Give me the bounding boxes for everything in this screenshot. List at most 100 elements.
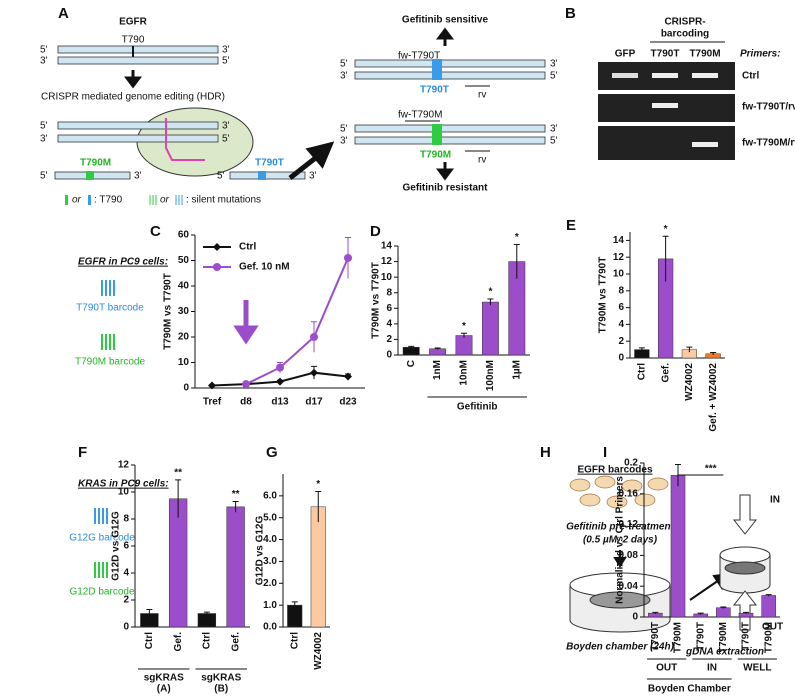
heading: KRAS in PC9 cells: — [78, 479, 169, 490]
y-tick-label: 8 — [618, 285, 624, 296]
panel-h: H EGFR barcodes Gefitinib pre-treatment … — [540, 444, 783, 658]
y-tick-label: 4 — [386, 318, 392, 329]
bar — [670, 475, 686, 618]
barcode — [432, 59, 442, 80]
barcode — [101, 280, 115, 296]
arrow — [288, 141, 335, 180]
bar — [761, 595, 776, 618]
end: 5' — [40, 171, 48, 182]
y-tick-label: 2.0 — [263, 578, 277, 589]
x-tick-label: Gef. + WZ4002 — [708, 363, 719, 432]
end: 5' — [222, 56, 230, 67]
key-text: : T790 — [94, 195, 123, 206]
error-bar — [291, 601, 298, 609]
x-tick-label: 1nM — [432, 360, 443, 380]
barcode-label: G12D barcode — [69, 587, 134, 598]
y-tick-label: 1.0 — [263, 600, 277, 611]
x-tick-label: d17 — [305, 397, 323, 408]
donor-label: T790M — [80, 158, 111, 169]
y-tick-label: 0.0 — [263, 622, 277, 633]
x-tick-label: Gef. — [230, 632, 241, 652]
barcode — [101, 334, 115, 350]
error-bar — [461, 332, 467, 338]
group-label: sgKRAS — [144, 673, 184, 684]
band — [652, 103, 678, 108]
bar — [168, 498, 188, 628]
error-bar — [710, 352, 717, 356]
panel-letter: C — [150, 223, 161, 240]
end: 3' — [222, 121, 230, 132]
x-tick-label: 10nM — [459, 360, 470, 386]
band — [652, 73, 678, 78]
lane: GFP — [615, 49, 636, 60]
end: 5' — [40, 121, 48, 132]
significance: * — [462, 321, 466, 332]
mutation — [86, 171, 94, 180]
y-tick-label: 4 — [123, 568, 129, 579]
marker — [310, 368, 318, 377]
outcome: Gefitinib resistant — [402, 183, 488, 194]
group-label: (B) — [214, 684, 228, 695]
error-bar — [686, 346, 693, 353]
heading: CRISPR- — [664, 17, 705, 28]
lane: T790T — [651, 49, 680, 60]
key-or: or — [72, 195, 82, 206]
error-bar — [434, 347, 441, 350]
end: 3' — [309, 171, 317, 182]
significance: * — [488, 287, 492, 298]
primer: rv — [478, 90, 486, 101]
x-tick-label: Gef. — [173, 632, 184, 652]
error-bar — [720, 606, 727, 609]
y-axis-label: G12D vs G12G — [255, 516, 266, 586]
y-axis-label: Normalized vs Ctrl Primers — [615, 476, 626, 604]
lane: T790M — [689, 49, 720, 60]
dna — [57, 56, 219, 65]
marker — [310, 333, 318, 341]
x-tick-label: Gef. — [660, 363, 671, 383]
end: 3' — [550, 124, 558, 135]
end: 5' — [550, 136, 558, 147]
step: Boyden chamber (24h) — [566, 642, 674, 653]
x-tick-label: T790T — [695, 622, 706, 651]
row-label: fw-T790T/rv — [742, 102, 795, 113]
x-tick-label: 100nM — [485, 360, 496, 391]
donor — [229, 171, 306, 180]
direction: OUT — [762, 622, 783, 633]
barcode — [94, 562, 108, 578]
error-bar — [408, 345, 415, 348]
barcode-label: T790M — [420, 150, 451, 161]
band — [692, 142, 718, 147]
direction: IN — [770, 495, 780, 506]
legend-label: Ctrl — [239, 242, 256, 253]
panel-letter: A — [58, 5, 69, 22]
group-label: sgKRAS — [201, 673, 241, 684]
y-axis-label: T790M vs T790T — [163, 273, 174, 350]
panel-f-side: KRAS in PC9 cells: G12G barcode G12D bar… — [69, 479, 168, 598]
marker — [208, 381, 216, 390]
outcome: Gefitinib sensitive — [402, 15, 489, 26]
x-tick-label: C — [406, 360, 417, 367]
error-bar — [487, 298, 494, 306]
x-axis-label: Boyden Chamber — [648, 684, 731, 695]
y-tick-label: 8 — [386, 287, 392, 298]
y-tick-label: 30 — [178, 306, 190, 317]
group-label: (A) — [157, 684, 171, 695]
legend-marker — [213, 263, 221, 271]
x-tick-label: T790M — [673, 622, 684, 653]
panel-a: A EGFR T790 5' 3' 3' 5' CRISPR mediated … — [40, 5, 558, 206]
arrow — [732, 494, 758, 535]
arrow — [613, 550, 627, 568]
dna — [354, 71, 546, 80]
y-tick-label: 0.2 — [624, 458, 638, 469]
end: 5' — [340, 124, 348, 135]
significance: * — [316, 479, 320, 490]
end: 5' — [222, 134, 230, 145]
x-tick-label: d23 — [339, 397, 357, 408]
group-label: IN — [707, 663, 717, 674]
x-tick-label: d13 — [271, 397, 289, 408]
x-tick-label: Ctrl — [289, 632, 300, 649]
y-tick-label: 6 — [618, 302, 624, 313]
x-tick-label: WZ4002 — [684, 363, 695, 401]
barcode-label: T790T barcode — [76, 303, 144, 314]
